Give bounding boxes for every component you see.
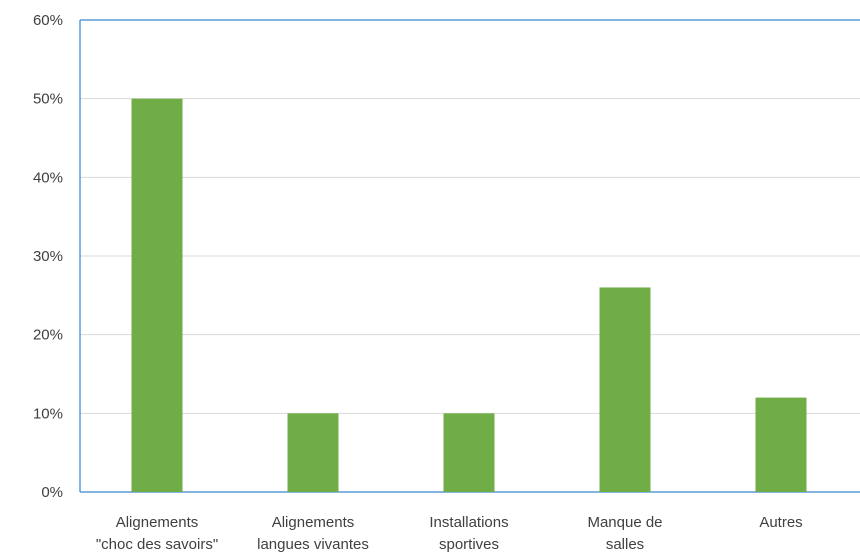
y-tick-label: 20%	[33, 327, 63, 344]
y-tick-label: 10%	[33, 405, 63, 422]
gridlines	[80, 98, 860, 414]
y-tick-label: 50%	[33, 91, 63, 108]
bar	[599, 287, 651, 492]
y-tick-label: 40%	[33, 169, 63, 186]
y-axis-ticks: 0% 10% 20% 30% 40% 50% 60%	[33, 12, 63, 501]
y-tick-label: 30%	[33, 248, 63, 265]
y-tick-label: 60%	[33, 12, 63, 29]
bar	[443, 413, 495, 492]
x-tick-label: Installations sportives	[429, 514, 508, 553]
x-axis-ticks: Alignements "choc des savoirs" Alignements…	[96, 514, 803, 553]
x-tick-label: Alignements langues vivantes	[257, 514, 369, 553]
x-tick-label: Alignements "choc des savoirs"	[96, 514, 218, 553]
y-tick-label: 0%	[41, 484, 63, 501]
bars	[131, 98, 807, 493]
x-tick-label: Autres	[759, 514, 802, 531]
bar	[131, 98, 183, 493]
x-tick-label: Manque de salles	[587, 514, 662, 553]
bar	[755, 397, 807, 492]
bar	[287, 413, 339, 492]
